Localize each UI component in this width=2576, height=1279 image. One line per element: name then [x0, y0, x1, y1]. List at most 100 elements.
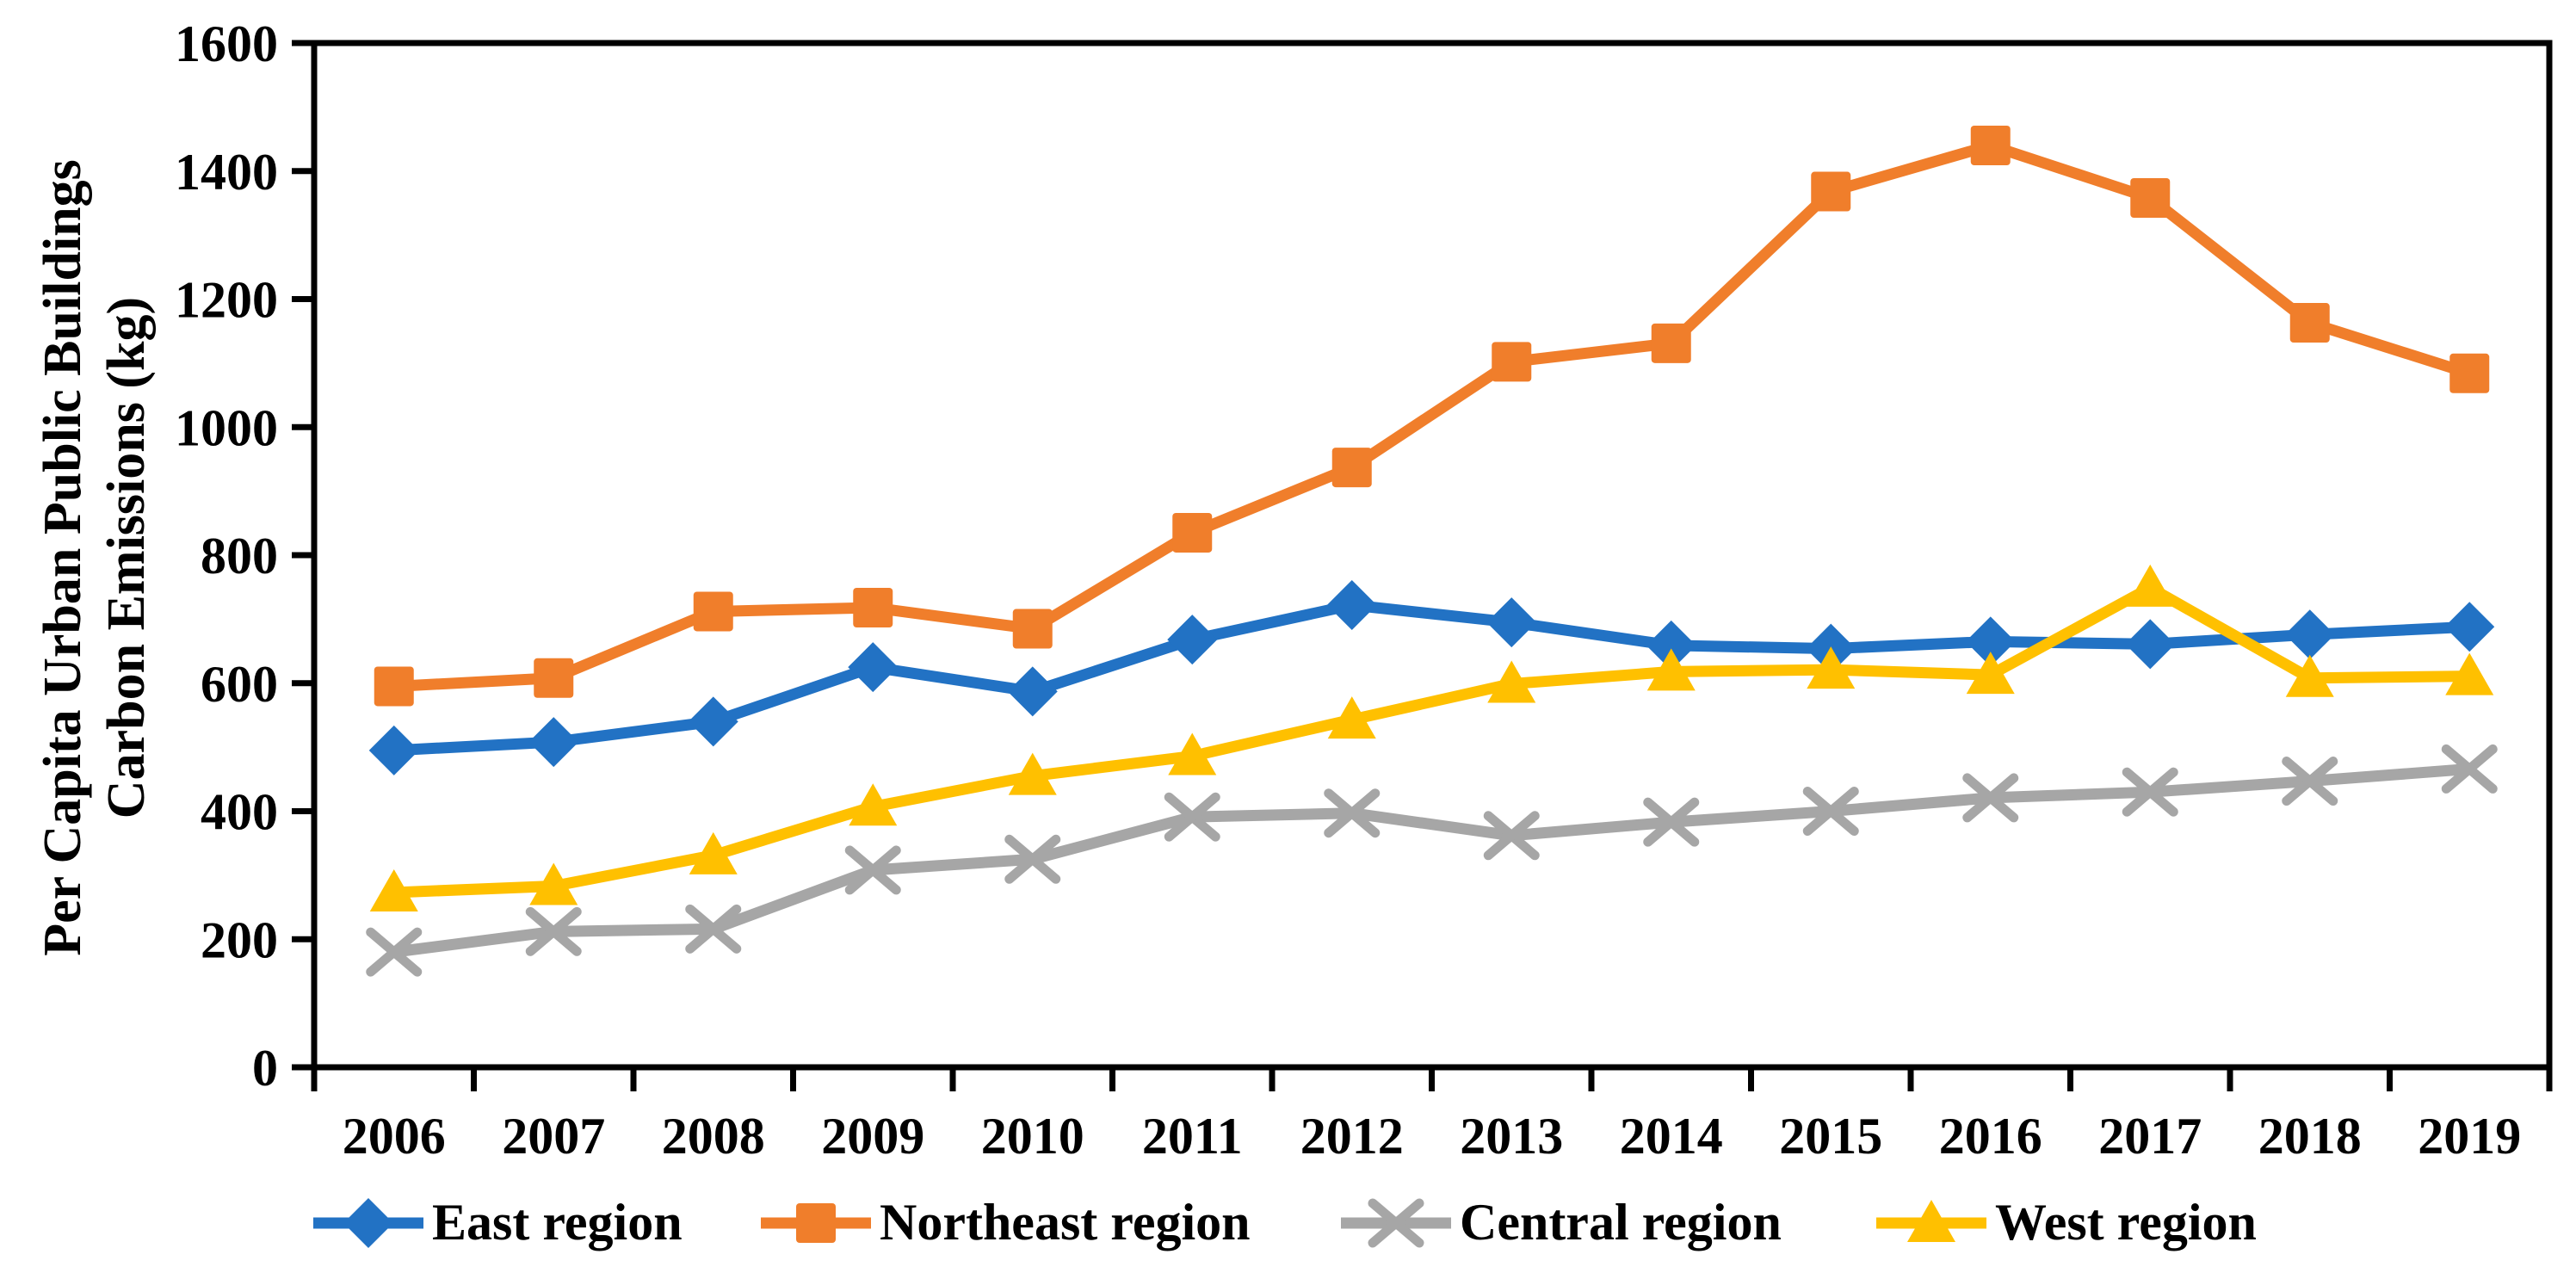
northeast-region-square-marker-icon [761, 1202, 871, 1243]
west-region-triangle-marker-icon [1876, 1199, 1986, 1242]
legend: East region Northeast region Central reg… [0, 1193, 2576, 1270]
series-marker-central-region [1802, 787, 1859, 836]
series-marker-west-region [1327, 696, 1376, 739]
series-marker-central-region [1164, 792, 1220, 842]
x-tick-label: 2007 [502, 1108, 605, 1165]
legend-marker [796, 1202, 836, 1243]
x-tick-label: 2016 [1939, 1108, 2042, 1165]
y-tick-label: 400 [201, 784, 278, 841]
series-marker-central-region [1643, 797, 1700, 847]
series-marker-west-region [1008, 752, 1057, 795]
legend-marker [1907, 1199, 1955, 1242]
legend-marker [1368, 1198, 1424, 1247]
x-tick-label: 2014 [1620, 1108, 1723, 1165]
series-marker-east-region [1646, 620, 1696, 670]
series-marker-west-region [369, 868, 418, 911]
series-marker-northeast-region [2449, 353, 2490, 393]
legend-label-northeast-region: Northeast region [880, 1194, 1251, 1251]
series-marker-central-region [1324, 788, 1381, 838]
series-marker-northeast-region [534, 658, 574, 698]
legend-marker [343, 1197, 393, 1248]
x-tick-label: 2009 [821, 1108, 924, 1165]
series-marker-northeast-region [1811, 171, 1851, 212]
x-tick-label: 2019 [2418, 1108, 2521, 1165]
series-marker-northeast-region [1331, 448, 1372, 488]
series-marker-central-region [685, 904, 742, 954]
series-marker-east-region [2444, 602, 2495, 652]
x-tick-label: 2015 [1779, 1108, 1882, 1165]
series-marker-east-region [368, 725, 419, 775]
series-marker-east-region [528, 717, 579, 768]
series-marker-northeast-region [1970, 126, 2011, 165]
series-marker-west-region [689, 831, 738, 874]
series-marker-central-region [1004, 834, 1061, 884]
legend-label-east-region: East region [432, 1194, 683, 1251]
x-tick-label: 2012 [1300, 1108, 1404, 1165]
series-marker-east-region [2284, 609, 2335, 660]
series-marker-west-region [1966, 652, 2015, 695]
y-tick-label: 1200 [175, 272, 278, 329]
series-marker-east-region [688, 696, 738, 747]
series-marker-central-region [366, 927, 423, 977]
series-marker-northeast-region [693, 591, 733, 632]
plot-border [311, 40, 2553, 1071]
series-marker-central-region [844, 845, 901, 895]
series-line-east-region [393, 599, 2470, 757]
series-marker-east-region [848, 642, 899, 693]
series-marker-west-region [2285, 654, 2334, 697]
legend-item-northeast-region: Northeast region [759, 1193, 1251, 1252]
series-marker-northeast-region [1492, 342, 1532, 382]
legend-item-central-region: Central region [1339, 1193, 1782, 1252]
series-marker-west-region [1487, 660, 1536, 703]
series-marker-northeast-region [2130, 177, 2171, 218]
series-marker-west-region [849, 783, 898, 826]
series-marker-east-region [1486, 597, 1537, 648]
series-marker-west-region [1168, 732, 1217, 775]
x-tick-label: 2013 [1460, 1108, 1563, 1165]
series-marker-central-region [525, 906, 582, 956]
series-marker-west-region [1646, 648, 1696, 691]
series-marker-northeast-region [1012, 609, 1053, 649]
east-region-diamond-marker-icon [313, 1197, 423, 1248]
x-tick-label: 2011 [1142, 1108, 1243, 1165]
x-tick-label: 2006 [343, 1108, 446, 1165]
y-tick-label: 0 [252, 1040, 278, 1097]
series-marker-northeast-region [2289, 303, 2330, 343]
x-tick-label: 2018 [2258, 1108, 2362, 1165]
series-line-west-region [393, 582, 2470, 899]
series-marker-west-region [2126, 564, 2175, 607]
series-marker-east-region [1167, 615, 1218, 665]
series-marker-west-region [529, 862, 578, 905]
legend-item-west-region: West region [1875, 1193, 2257, 1252]
series-marker-central-region [1483, 811, 1540, 861]
legend-item-east-region: East region [312, 1193, 683, 1252]
series-marker-northeast-region [1651, 323, 1691, 363]
y-tick-label: 1400 [175, 144, 278, 201]
y-tick-label: 1000 [175, 399, 278, 456]
series-marker-central-region [2282, 757, 2338, 806]
y-tick-label: 800 [201, 528, 278, 584]
series-marker-central-region [2122, 767, 2178, 817]
legend-label-central-region: Central region [1460, 1194, 1782, 1251]
series-marker-east-region [2125, 619, 2176, 670]
x-tick-label: 2008 [662, 1108, 765, 1165]
series-marker-east-region [1965, 616, 2016, 667]
series-marker-central-region [2441, 744, 2498, 794]
central-region-x-marker-icon [1341, 1198, 1451, 1247]
series-marker-east-region [1326, 580, 1377, 631]
y-tick-label: 1600 [175, 15, 278, 72]
series-marker-central-region [1962, 773, 2019, 823]
y-tick-label: 200 [201, 911, 278, 968]
series-marker-west-region [1807, 646, 1856, 689]
series-marker-northeast-region [853, 587, 893, 627]
series-marker-east-region [1007, 666, 1058, 717]
x-tick-label: 2017 [2098, 1108, 2202, 1165]
series-marker-northeast-region [374, 666, 414, 707]
y-tick-label: 600 [201, 656, 278, 713]
x-tick-label: 2010 [981, 1108, 1084, 1165]
series-marker-northeast-region [1172, 512, 1213, 553]
series-line-central-region [392, 763, 2470, 958]
series-marker-west-region [2445, 652, 2494, 695]
